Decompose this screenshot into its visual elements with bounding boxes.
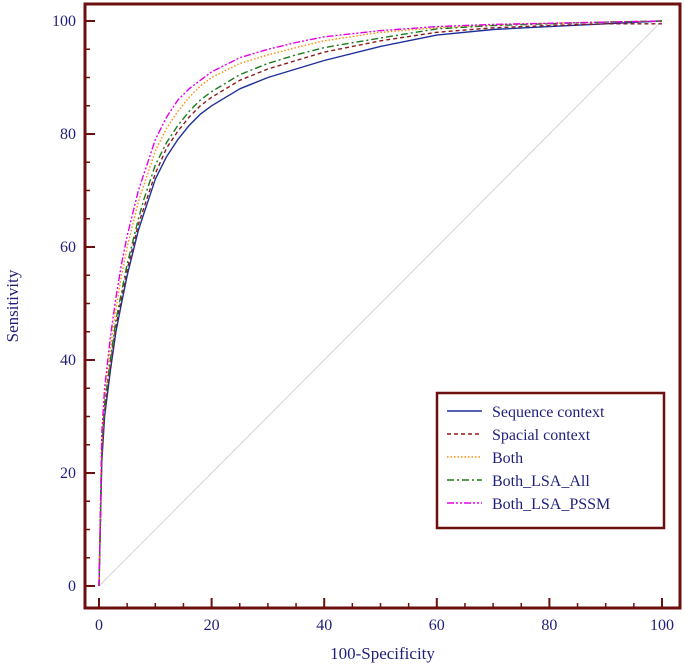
plot-frame [83, 2, 682, 610]
x-tick-label: 100 [650, 617, 674, 634]
series-line-both [98, 20, 663, 587]
legend-label: Sequence context [492, 404, 605, 421]
plot-frame-layer [83, 2, 682, 610]
x-axis-title: 100-Specificity [330, 644, 435, 663]
y-tick-label: 100 [52, 13, 76, 30]
legend-label: Both [492, 450, 523, 467]
series-layer [98, 20, 663, 587]
y-tick-label: 0 [68, 578, 76, 595]
series-line-both-lsa-pssm [98, 20, 663, 587]
reference-diagonal-layer [98, 20, 663, 587]
y-axis-title: Sensitivity [3, 269, 22, 342]
x-tick-label: 20 [204, 617, 220, 634]
x-tick-label: 0 [95, 617, 103, 634]
legend: Sequence context Spacial context Both Both_… [435, 391, 666, 530]
x-tick-label: 60 [429, 617, 445, 634]
legend-box [435, 391, 666, 530]
series-line-both-lsa-all [98, 20, 663, 587]
legend-label: Spacial context [492, 427, 591, 444]
axis-ticks-layer: 0 20 40 60 80 100 0 20 40 60 80 100 [52, 13, 674, 634]
y-tick-label: 20 [60, 465, 76, 482]
legend-label: Both_LSA_PSSM [492, 496, 610, 513]
reference-diagonal-line [98, 20, 663, 587]
x-tick-label: 40 [316, 617, 332, 634]
y-tick-label: 80 [60, 126, 76, 143]
legend-label: Both_LSA_All [492, 473, 590, 490]
series-line-sequence-context [98, 20, 663, 587]
y-tick-label: 40 [60, 352, 76, 369]
x-tick-label: 80 [541, 617, 557, 634]
y-tick-label: 60 [60, 239, 76, 256]
